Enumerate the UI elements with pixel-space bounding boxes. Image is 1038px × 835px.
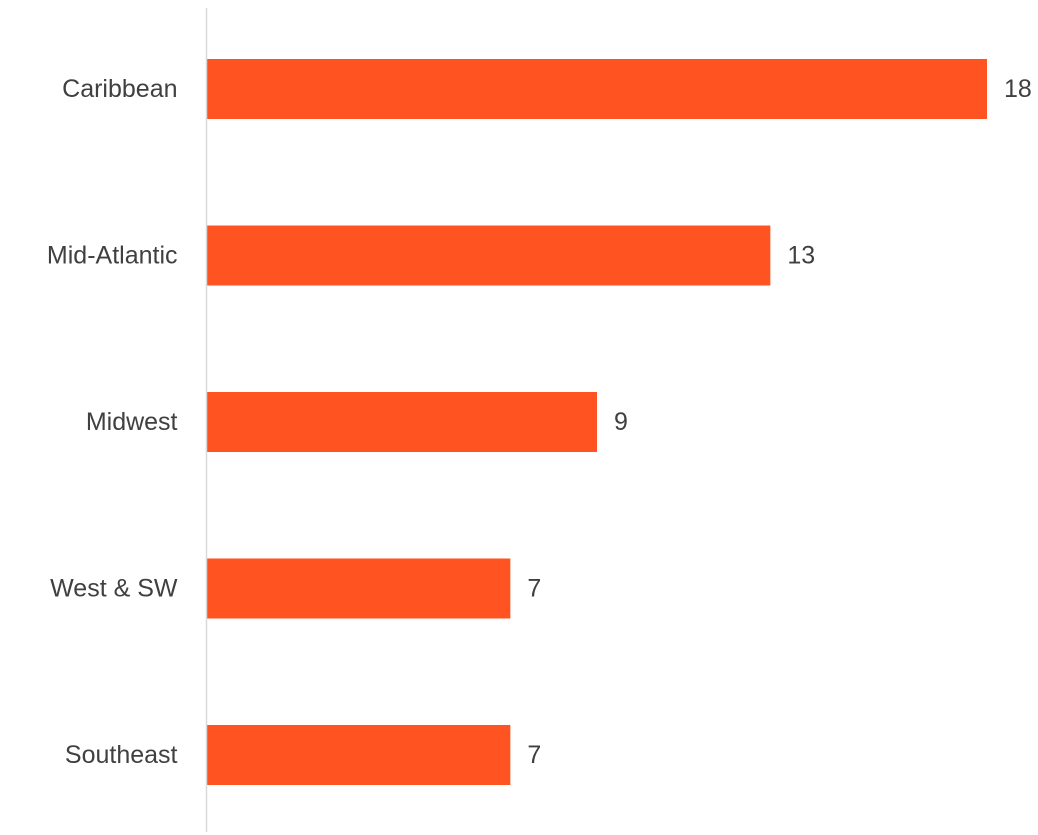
value-label-midwest: 9 [614,408,628,436]
bars-group [207,59,987,785]
category-label-west-sw: West & SW [50,575,178,603]
bar-west-sw [207,558,511,619]
category-labels-group: Caribbean Mid-Atlantic Midwest West & SW Sou… [47,75,178,769]
bar-mid-atlantic [207,225,771,286]
category-label-mid-atlantic: Mid-Atlantic [47,242,178,270]
bar-caribbean [207,59,987,119]
value-label-west-sw: 7 [527,575,541,603]
category-label-midwest: Midwest [86,408,178,436]
value-label-southeast: 7 [527,741,541,769]
category-label-caribbean: Caribbean [62,75,177,103]
category-label-southeast: Southeast [65,741,178,769]
bar-southeast [207,725,511,785]
value-label-mid-atlantic: 13 [787,242,815,270]
value-label-caribbean: 18 [1004,75,1032,103]
value-labels-group: 18 13 9 7 7 [527,75,1031,769]
bar-midwest [207,392,597,452]
